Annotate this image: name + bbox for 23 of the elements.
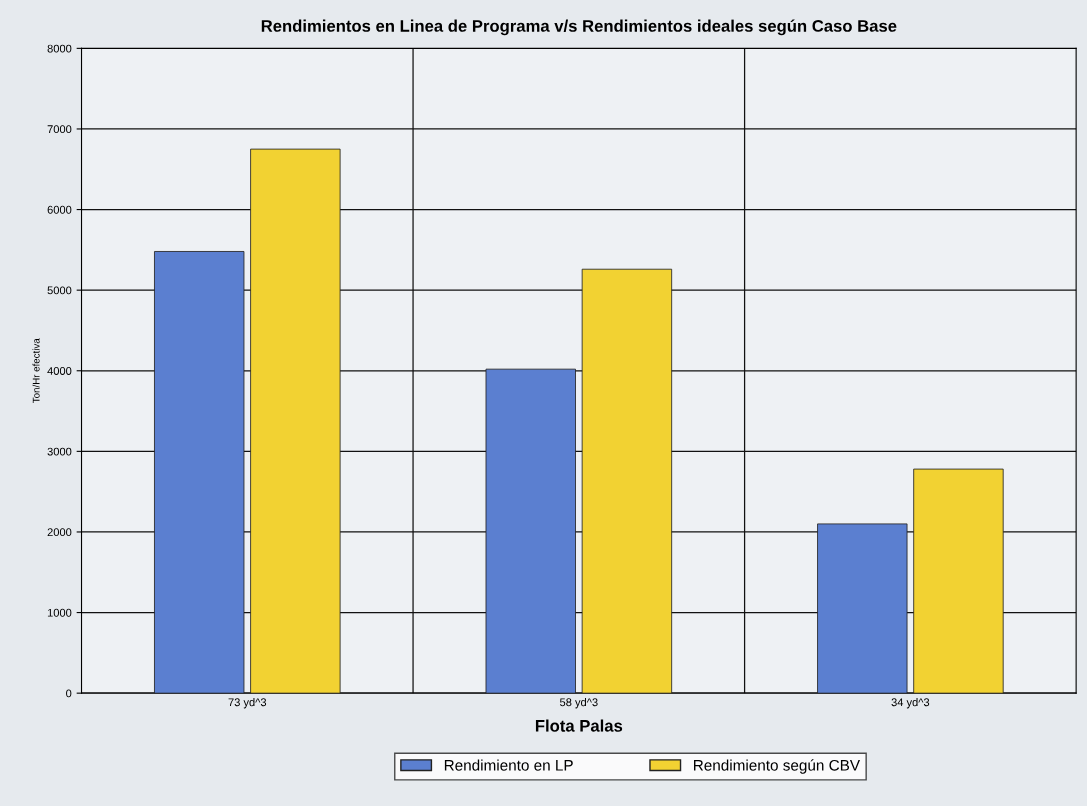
bar bbox=[154, 251, 245, 694]
bar bbox=[817, 523, 908, 694]
legend-label: Rendimiento según CBV bbox=[694, 759, 860, 774]
bar bbox=[913, 468, 1004, 694]
x-tick-label: 58 yd^3 bbox=[559, 698, 598, 709]
bar bbox=[581, 268, 673, 694]
y-tick-label: 7000 bbox=[47, 125, 72, 134]
bar bbox=[250, 148, 341, 694]
y-tick-label: 6000 bbox=[47, 205, 72, 214]
y-tick-label: 2000 bbox=[47, 528, 72, 537]
y-tick-label: 5000 bbox=[47, 286, 72, 295]
legend-label: Rendimiento en LP bbox=[444, 759, 573, 771]
y-tick-label: 0 bbox=[66, 689, 72, 698]
y-tick-label: 3000 bbox=[47, 447, 72, 456]
x-tick-label: 73 yd^3 bbox=[228, 698, 267, 709]
y-tick-label: 8000 bbox=[47, 44, 72, 53]
y-tick-label: 1000 bbox=[47, 608, 72, 617]
x-axis-title: Flota Palas bbox=[535, 719, 623, 732]
bar bbox=[485, 368, 576, 694]
chart-title: Rendimientos en Linea de Programa v/s Rendimientos ideales según Caso Base bbox=[261, 19, 897, 36]
y-tick-label: 4000 bbox=[47, 367, 72, 375]
x-tick-label: 34 yd^3 bbox=[891, 698, 930, 709]
y-axis-title: Ton/Hr efectiva bbox=[32, 338, 40, 403]
